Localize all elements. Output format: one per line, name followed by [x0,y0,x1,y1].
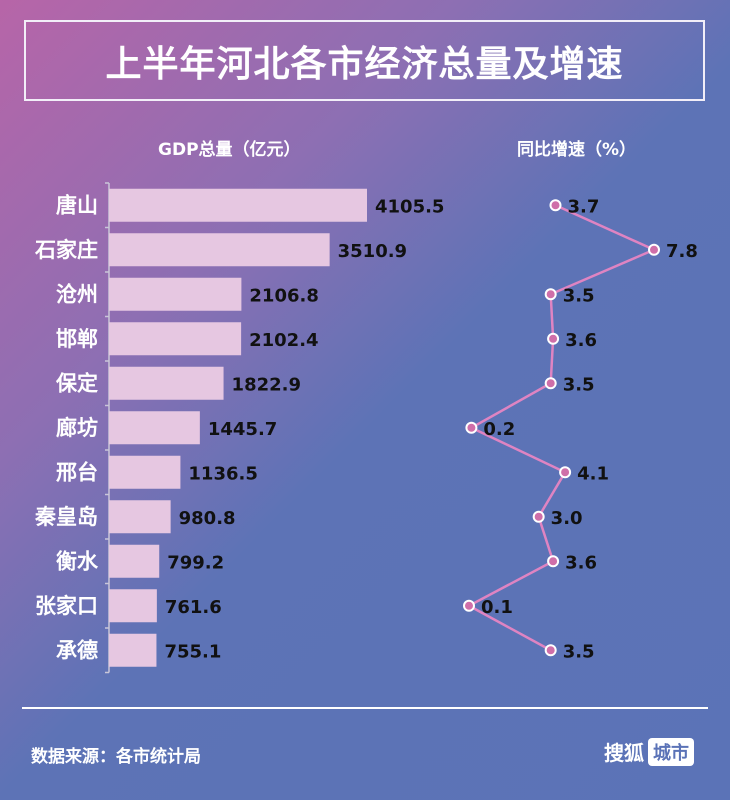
category-label: 保定 [55,371,98,395]
chart-title: 上半年河北各市经济总量及增速 [105,43,624,85]
brand-name: 搜狐 [604,741,644,765]
bar-value-label: 4105.5 [375,196,444,217]
growth-point [549,199,562,212]
bar-value-label: 1136.5 [188,463,257,484]
bar-value-label: 799.2 [167,552,224,573]
growth-value-label: 4.1 [577,463,609,484]
growth-point [547,555,560,568]
bar-value-label: 1822.9 [232,374,301,395]
category-label: 秦皇岛 [34,505,98,529]
bar-value-label: 2102.4 [249,330,318,351]
category-label: 石家庄 [34,238,98,262]
gdp-bar [109,277,242,311]
growth-value-label: 3.0 [551,508,583,529]
category-label: 唐山 [56,193,98,217]
chart-canvas: 唐山 4105.5 石家庄 3510.9 沧州 2106.8 邯郸 2102.4 保定 1822.… [34,182,698,674]
data-source: 数据来源：各市统计局 [31,747,201,767]
growth-value-label: 3.5 [563,285,595,306]
gdp-bar [109,366,224,400]
category-label: 邢台 [56,460,98,484]
category-label: 张家口 [35,594,98,618]
gdp-bar [109,322,242,356]
gdp-bar [109,455,181,489]
growth-point [532,510,545,523]
growth-point [544,288,557,301]
gdp-bar [109,589,157,623]
category-label: 邯郸 [56,327,98,351]
gdp-bar [109,500,171,534]
gdp-bar [109,411,200,445]
gdp-header: GDP总量（亿元） [158,140,301,160]
growth-header: 同比增速（%） [517,140,637,160]
growth-point [544,644,557,657]
category-label: 承德 [56,638,98,662]
bar-value-label: 2106.8 [249,285,318,306]
growth-value-label: 7.8 [666,241,698,262]
gdp-bar [109,188,367,222]
brand-badge: 城市 [648,737,694,766]
bar-value-label: 980.8 [179,508,236,529]
category-label: 衡水 [56,549,99,573]
growth-value-label: 0.2 [483,419,515,440]
bar-value-label: 761.6 [165,597,222,618]
growth-value-label: 3.5 [563,374,595,395]
growth-value-label: 3.6 [565,330,597,351]
category-label: 廊坊 [56,416,98,440]
growth-point [648,243,660,256]
brand-logo: 搜狐 城市 [604,737,694,766]
footer-divider [22,707,708,709]
growth-point [463,599,475,612]
gdp-bar [109,544,160,578]
gdp-bar [109,233,330,267]
bar-value-label: 3510.9 [338,241,407,262]
growth-value-label: 0.1 [481,597,513,618]
growth-point [465,421,478,434]
growth-value-label: 3.6 [565,552,597,573]
gdp-bar [109,633,157,667]
bar-value-label: 755.1 [164,641,221,662]
category-label: 沧州 [56,282,98,306]
growth-point [544,377,557,390]
growth-point [547,332,560,345]
growth-point [559,466,572,479]
growth-value-label: 3.5 [563,641,595,662]
title-box: 上半年河北各市经济总量及增速 [24,20,705,101]
growth-value-label: 3.7 [567,196,599,217]
bar-value-label: 1445.7 [208,419,277,440]
